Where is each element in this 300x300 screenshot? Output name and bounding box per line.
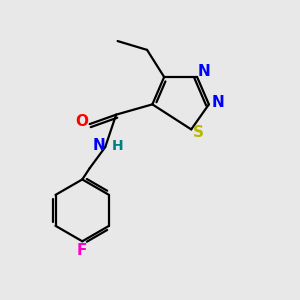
Text: F: F (77, 244, 88, 259)
Text: N: N (92, 138, 105, 153)
Text: O: O (75, 114, 88, 129)
Text: S: S (193, 125, 204, 140)
Text: H: H (112, 139, 123, 153)
Text: N: N (198, 64, 211, 79)
Text: N: N (211, 95, 224, 110)
